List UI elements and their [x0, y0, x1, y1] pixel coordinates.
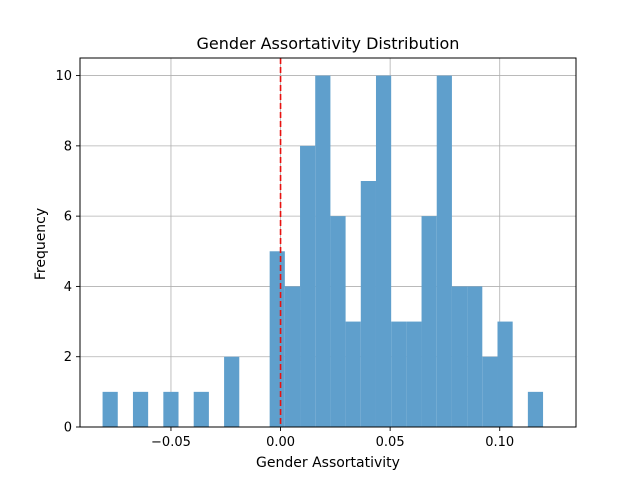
- histogram-bar: [406, 321, 422, 427]
- histogram-bar: [269, 251, 285, 427]
- y-axis-ticks: 0 2 4 6 8 10: [55, 69, 80, 436]
- histogram-bar: [451, 286, 468, 427]
- plot-frame: [79, 57, 577, 428]
- histogram-bar: [360, 181, 376, 427]
- histogram-bar: [436, 75, 452, 428]
- histogram-bar: [497, 321, 513, 427]
- histogram-bar: [375, 75, 392, 428]
- histogram-bar: [330, 216, 346, 427]
- histogram-bar: [345, 321, 361, 427]
- y-axis-label: Frequency: [33, 208, 49, 280]
- histogram-bar: [132, 391, 149, 427]
- x-axis-label: Gender Assortativity: [256, 455, 400, 471]
- histogram-bar: [315, 75, 331, 428]
- histogram-bar: [193, 391, 209, 427]
- histogram-bar: [284, 286, 301, 427]
- x-tick-label: 0.00: [266, 435, 295, 450]
- y-tick-label: 0: [64, 421, 72, 436]
- y-tick-label: 8: [64, 139, 72, 154]
- x-tick-label: 0.05: [376, 435, 405, 450]
- y-tick-label: 6: [64, 210, 72, 225]
- x-tick-label: 0.10: [485, 435, 514, 450]
- histogram-bar: [421, 216, 437, 427]
- histogram-bar: [467, 286, 483, 427]
- x-axis-ticks: −0.05 0.00 0.05 0.10: [151, 427, 514, 450]
- histogram-bar: [482, 356, 498, 427]
- chart-title: Gender Assortativity Distribution: [197, 34, 460, 53]
- histogram-bar: [102, 391, 118, 427]
- y-tick-label: 10: [55, 69, 72, 84]
- x-tick-label: −0.05: [151, 435, 191, 450]
- histogram-bar: [300, 145, 316, 427]
- histogram-bar: [527, 391, 544, 427]
- histogram-bar: [391, 321, 407, 427]
- y-tick-label: 2: [64, 350, 72, 365]
- histogram-bar: [163, 391, 179, 427]
- histogram-bar: [224, 356, 240, 427]
- y-tick-label: 4: [64, 280, 72, 295]
